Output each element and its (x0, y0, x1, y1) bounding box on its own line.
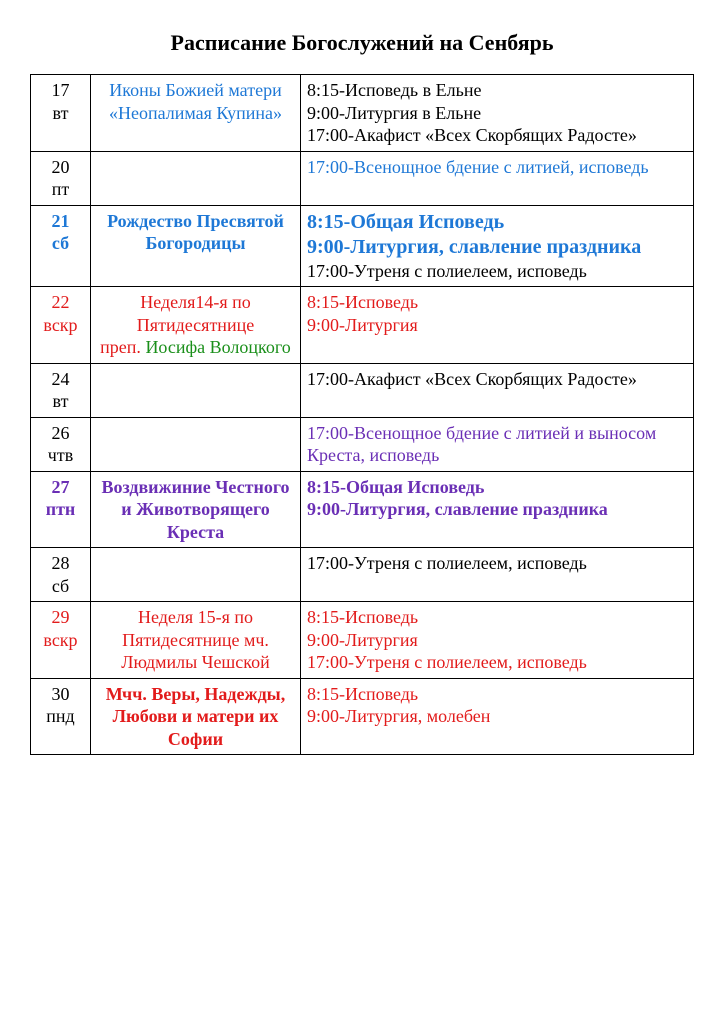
service-line: 8:15-Исповедь в Ельне (307, 80, 481, 100)
day-wd: сб (52, 576, 69, 596)
day-num: 28 (52, 553, 70, 573)
service-line: 9:00-Литургия в Ельне (307, 103, 481, 123)
table-row: 20 пт 17:00-Всенощное бдение с литией, и… (31, 151, 694, 205)
feast-text: «Неопалимая Купина» (109, 103, 282, 123)
services-cell: 8:15-Исповедь в Ельне 9:00-Литургия в Ел… (301, 75, 694, 152)
day-cell: 22 вскр (31, 287, 91, 364)
day-cell: 20 пт (31, 151, 91, 205)
service-line: 9:00-Литургия (307, 630, 418, 650)
feast-text: Иконы Божией матери (109, 80, 281, 100)
table-row: 21 сб Рождество Пресвятой Богородицы 8:1… (31, 205, 694, 287)
feast-text: Неделя 15-я по Пятидесятнице мч. Людмилы… (121, 607, 270, 672)
services-cell: 17:00-Всенощное бдение с литией и выносо… (301, 417, 694, 471)
service-line: 8:15-Исповедь (307, 607, 418, 627)
day-wd: сб (52, 233, 69, 253)
day-cell: 24 вт (31, 363, 91, 417)
page-title: Расписание Богослужений на Сенбярь (30, 30, 694, 56)
service-line: 8:15-Общая Исповедь (307, 211, 504, 233)
day-wd: чтв (48, 445, 73, 465)
feast-cell (91, 548, 301, 602)
services-cell: 8:15-Исповедь 9:00-Литургия, молебен (301, 678, 694, 755)
day-num: 30 (52, 684, 70, 704)
table-row: 27 птн Воздвижиние Честного и Животворящ… (31, 471, 694, 548)
service-line: 9:00-Литургия, славление праздника (307, 236, 641, 258)
feast-cell: Мчч. Веры, Надежды, Любови и матери их С… (91, 678, 301, 755)
day-num: 24 (52, 369, 70, 389)
feast-cell (91, 363, 301, 417)
feast-cell: Неделя14-я по Пятидесятнице преп. Иосифа… (91, 287, 301, 364)
feast-text: Неделя14-я по Пятидесятнице (137, 292, 254, 335)
day-cell: 27 птн (31, 471, 91, 548)
feast-text: преп. (100, 337, 145, 357)
feast-cell: Воздвижиние Честного и Животворящего Кре… (91, 471, 301, 548)
service-line: 17:00-Акафист «Всех Скорбящих Радосте» (307, 369, 637, 389)
day-wd: вт (53, 391, 69, 411)
day-wd: вскр (43, 630, 77, 650)
service-line: 17:00-Всенощное бдение с литией, исповед… (307, 157, 649, 177)
services-cell: 17:00-Всенощное бдение с литией, исповед… (301, 151, 694, 205)
day-wd: птн (46, 499, 76, 519)
services-cell: 8:15-Общая Исповедь 9:00-Литургия, славл… (301, 205, 694, 287)
service-line: 17:00-Всенощное бдение с литией и выносо… (307, 423, 656, 466)
service-line: 17:00-Утреня с полиелеем, исповедь (307, 652, 587, 672)
service-line: 8:15-Исповедь (307, 684, 418, 704)
table-row: 28 сб 17:00-Утреня с полиелеем, исповедь (31, 548, 694, 602)
schedule-page: Расписание Богослужений на Сенбярь 17 вт… (0, 0, 724, 795)
day-num: 20 (52, 157, 70, 177)
feast-cell: Иконы Божией матери «Неопалимая Купина» (91, 75, 301, 152)
day-cell: 17 вт (31, 75, 91, 152)
table-row: 22 вскр Неделя14-я по Пятидесятнице преп… (31, 287, 694, 364)
day-cell: 28 сб (31, 548, 91, 602)
services-cell: 8:15-Исповедь 9:00-Литургия 17:00-Утреня… (301, 602, 694, 679)
day-wd: вт (53, 103, 69, 123)
day-wd: вскр (43, 315, 77, 335)
day-num: 21 (52, 211, 70, 231)
feast-text: Иосифа Волоцкого (145, 337, 290, 357)
service-line: 17:00-Утреня с полиелеем, исповедь (307, 553, 587, 573)
day-cell: 26 чтв (31, 417, 91, 471)
service-line: 9:00-Литургия, славление праздника (307, 499, 608, 519)
schedule-table: 17 вт Иконы Божией матери «Неопалимая Ку… (30, 74, 694, 755)
feast-cell (91, 151, 301, 205)
day-num: 17 (52, 80, 70, 100)
service-line: 8:15-Исповедь (307, 292, 418, 312)
feast-text: Рождество Пресвятой Богородицы (107, 211, 284, 254)
services-cell: 8:15-Общая Исповедь 9:00-Литургия, славл… (301, 471, 694, 548)
table-row: 30 пнд Мчч. Веры, Надежды, Любови и мате… (31, 678, 694, 755)
day-cell: 30 пнд (31, 678, 91, 755)
day-cell: 21 сб (31, 205, 91, 287)
day-wd: пт (52, 179, 70, 199)
day-num: 22 (52, 292, 70, 312)
service-line: 9:00-Литургия, молебен (307, 706, 490, 726)
services-cell: 17:00-Акафист «Всех Скорбящих Радосте» (301, 363, 694, 417)
feast-cell: Рождество Пресвятой Богородицы (91, 205, 301, 287)
feast-text: Мчч. Веры, Надежды, Любови и матери их С… (106, 684, 285, 749)
table-row: 29 вскр Неделя 15-я по Пятидесятнице мч.… (31, 602, 694, 679)
table-row: 24 вт 17:00-Акафист «Всех Скорбящих Радо… (31, 363, 694, 417)
table-row: 26 чтв 17:00-Всенощное бдение с литией и… (31, 417, 694, 471)
service-line: 17:00-Акафист «Всех Скорбящих Радосте» (307, 125, 637, 145)
day-num: 26 (52, 423, 70, 443)
day-cell: 29 вскр (31, 602, 91, 679)
feast-cell (91, 417, 301, 471)
day-wd: пнд (46, 706, 74, 726)
service-line: 9:00-Литургия (307, 315, 418, 335)
feast-text: Воздвижиние Честного и Животворящего Кре… (101, 477, 289, 542)
service-line: 17:00-Утреня с полиелеем, исповедь (307, 261, 587, 281)
services-cell: 17:00-Утреня с полиелеем, исповедь (301, 548, 694, 602)
day-num: 27 (52, 477, 70, 497)
feast-cell: Неделя 15-я по Пятидесятнице мч. Людмилы… (91, 602, 301, 679)
day-num: 29 (52, 607, 70, 627)
service-line: 8:15-Общая Исповедь (307, 477, 484, 497)
services-cell: 8:15-Исповедь 9:00-Литургия (301, 287, 694, 364)
table-row: 17 вт Иконы Божией матери «Неопалимая Ку… (31, 75, 694, 152)
